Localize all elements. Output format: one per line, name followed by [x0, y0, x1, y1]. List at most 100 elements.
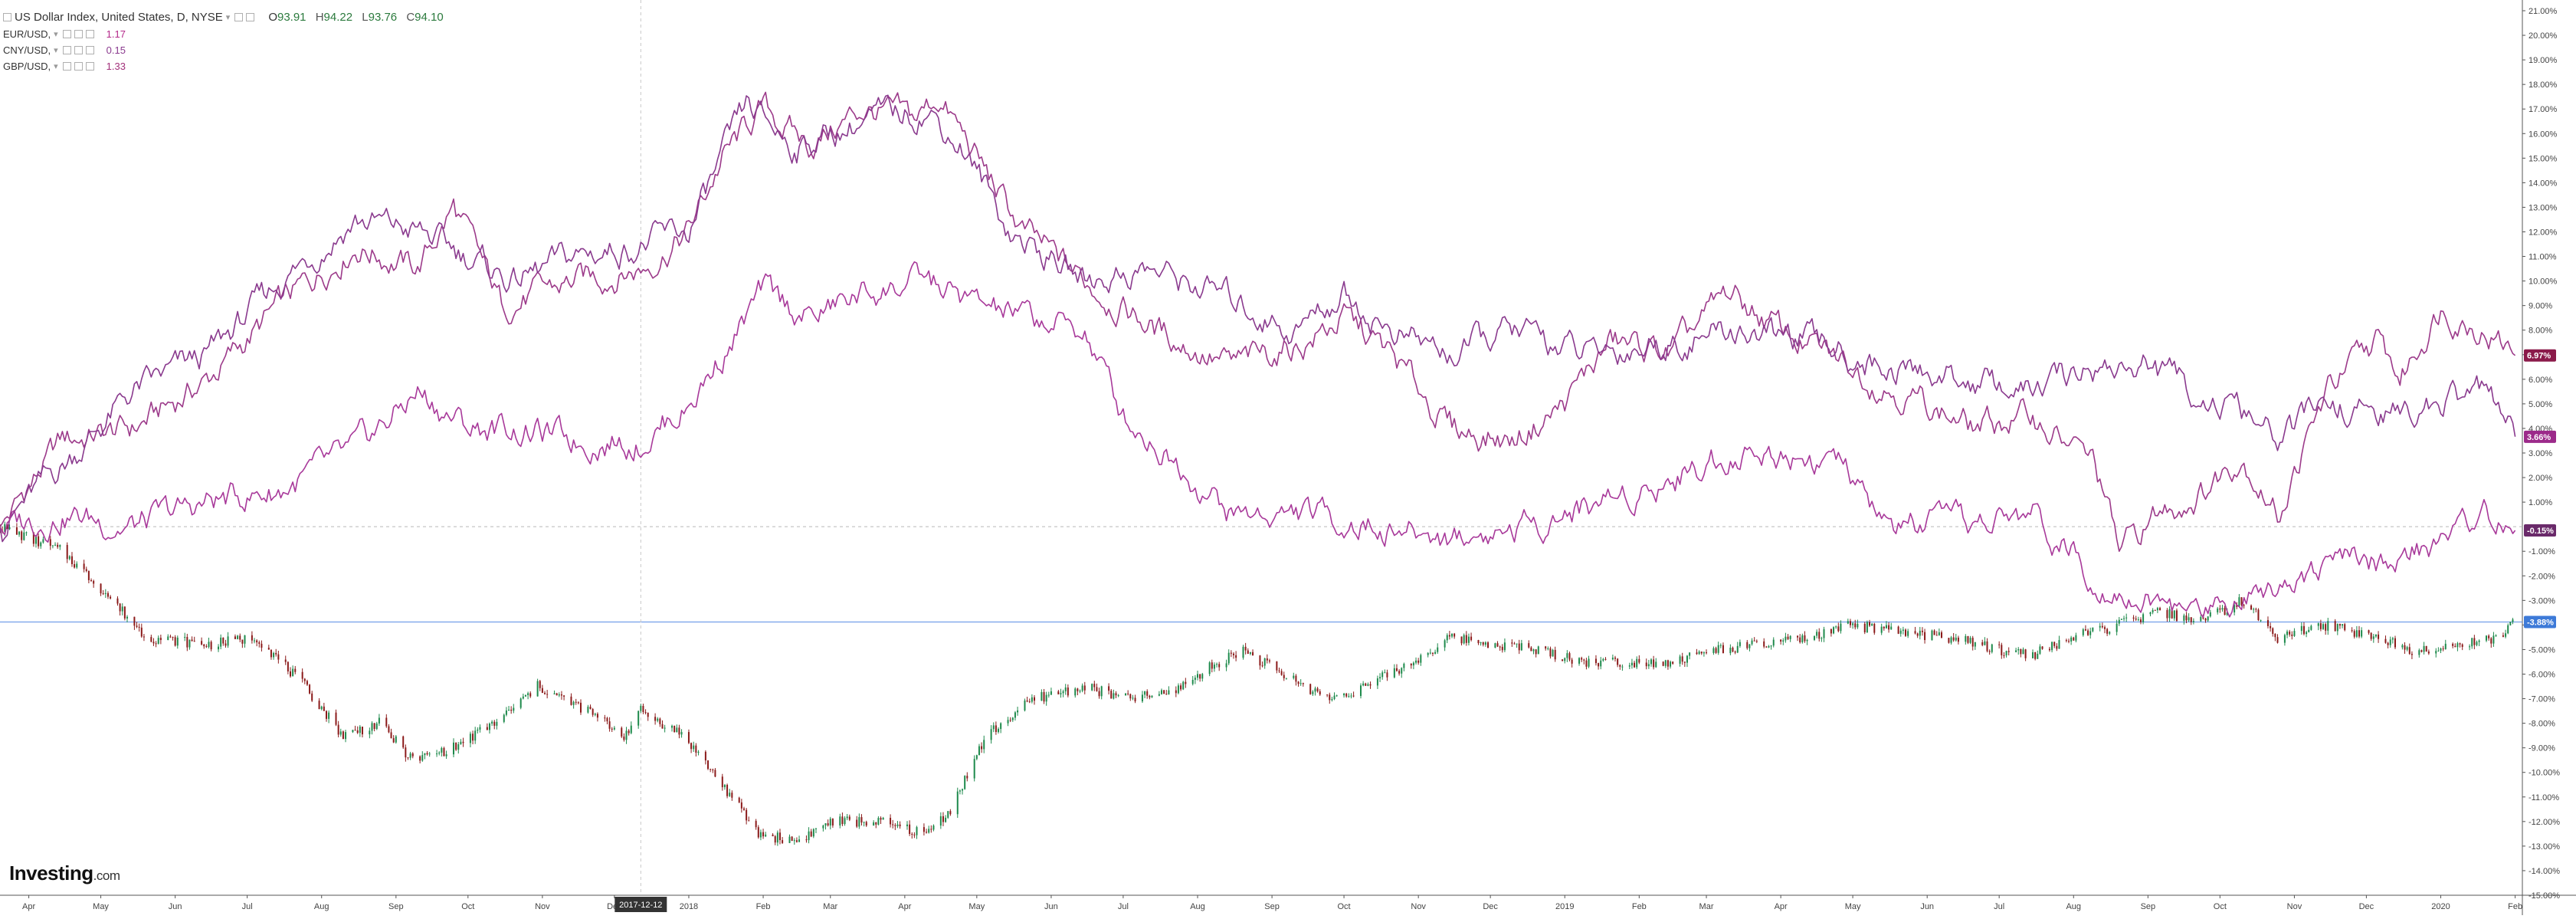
x-tick-label: May [1845, 902, 1861, 911]
collapse-legend-icon[interactable] [3, 12, 11, 21]
ohlc-high: 94.22 [323, 10, 353, 24]
legend-item-cnyusd[interactable]: CNY/USD, ▾ 0.15 [3, 42, 444, 58]
candle-body [491, 721, 493, 724]
settings-icon[interactable] [234, 12, 244, 21]
candle-body [441, 747, 443, 753]
candle-body [1235, 655, 1237, 658]
candle-body [337, 724, 339, 735]
y-tick-label: -14.00% [2528, 867, 2560, 876]
hide-icon[interactable] [74, 46, 83, 54]
candle-body [2291, 634, 2293, 636]
candle-body [488, 724, 490, 730]
candle-body [2037, 653, 2039, 659]
candle-body [479, 727, 481, 730]
settings-icon[interactable] [62, 30, 71, 38]
candle-body [1924, 632, 1926, 641]
candle-body [939, 816, 942, 826]
candle-body [2139, 619, 2142, 622]
remove-icon[interactable] [85, 46, 94, 54]
candle-body [510, 709, 513, 711]
chevron-down-icon[interactable]: ▾ [54, 46, 58, 55]
candle-body [25, 532, 28, 533]
candle-body [1196, 674, 1198, 678]
candle-body [306, 681, 308, 685]
candle-body [74, 564, 76, 568]
candle-body [637, 711, 640, 726]
series-line-gbpusd [0, 91, 2516, 552]
candle-body [1348, 696, 1350, 697]
candle-body [188, 639, 191, 648]
candle-body [1043, 691, 1045, 702]
candle-body [1571, 659, 1573, 664]
candle-body [70, 556, 73, 565]
candle-body [560, 694, 562, 696]
candle-body [1132, 697, 1134, 699]
hide-icon[interactable] [74, 62, 83, 71]
candle-body [359, 727, 361, 734]
candle-body [2092, 627, 2094, 632]
candle-body [772, 834, 774, 837]
y-tick-label: -10.00% [2528, 769, 2560, 778]
candle-body [1866, 622, 1868, 632]
x-tick-label: Oct [461, 902, 474, 911]
settings-icon[interactable] [62, 62, 71, 71]
legend-main[interactable]: US Dollar Index, United States, D, NYSE … [3, 8, 444, 26]
candle-body [455, 742, 457, 750]
legend-item-gbpusd[interactable]: GBP/USD, ▾ 1.33 [3, 58, 444, 74]
candle-body [1857, 623, 1859, 628]
chevron-down-icon[interactable]: ▾ [54, 62, 58, 71]
series-line-cnyusd [0, 261, 2516, 619]
candle-body [1545, 646, 1547, 649]
candle-body [191, 639, 193, 642]
candle-body [2444, 643, 2447, 649]
hide-icon[interactable] [246, 12, 255, 21]
candle-body [757, 827, 759, 838]
candle-body [2034, 652, 2037, 659]
remove-icon[interactable] [85, 30, 94, 38]
candle-body [1496, 643, 1499, 647]
candle-body [352, 730, 354, 733]
candle-body [2257, 609, 2260, 621]
candle-body [1384, 672, 1386, 674]
series-line-eurusd [0, 94, 2516, 543]
candle-body [1151, 695, 1153, 697]
candle-body [1965, 635, 1967, 642]
hide-icon[interactable] [74, 30, 83, 38]
candle-body [1060, 693, 1062, 694]
candle-body [1634, 662, 1636, 668]
candle-body [1955, 637, 1957, 641]
candle-body [1650, 659, 1652, 665]
chevron-down-icon[interactable]: ▾ [54, 30, 58, 39]
candle-body [541, 688, 543, 693]
candle-body [2408, 647, 2410, 655]
candle-body [342, 731, 344, 740]
candle-body [1365, 683, 1367, 686]
y-tick-label: 14.00% [2528, 179, 2558, 188]
candle-body [664, 727, 666, 729]
legend-item-eurusd[interactable]: EUR/USD, ▾ 1.17 [3, 26, 444, 42]
settings-icon[interactable] [62, 46, 71, 54]
candle-body [133, 616, 136, 626]
price-label-box [2524, 524, 2556, 537]
candle-body [690, 743, 693, 750]
remove-icon[interactable] [85, 62, 94, 71]
candle-body [2007, 651, 2010, 652]
chevron-down-icon[interactable]: ▾ [225, 12, 231, 22]
candle-body [256, 640, 258, 643]
candle-body [93, 580, 95, 584]
candle-body [2306, 632, 2308, 635]
candle-body [1916, 633, 1919, 636]
candle-body [822, 825, 824, 829]
candle-body [290, 671, 292, 677]
candle-body [827, 823, 829, 825]
candle-body [1007, 720, 1009, 724]
y-tick-label: -5.00% [2528, 645, 2555, 655]
candle-body [2017, 648, 2020, 651]
candle-body [714, 770, 716, 777]
candle-body [1249, 652, 1251, 654]
x-tick-label: Aug [2066, 902, 2081, 911]
candle-body [1880, 626, 1883, 633]
candle-body [193, 641, 195, 642]
